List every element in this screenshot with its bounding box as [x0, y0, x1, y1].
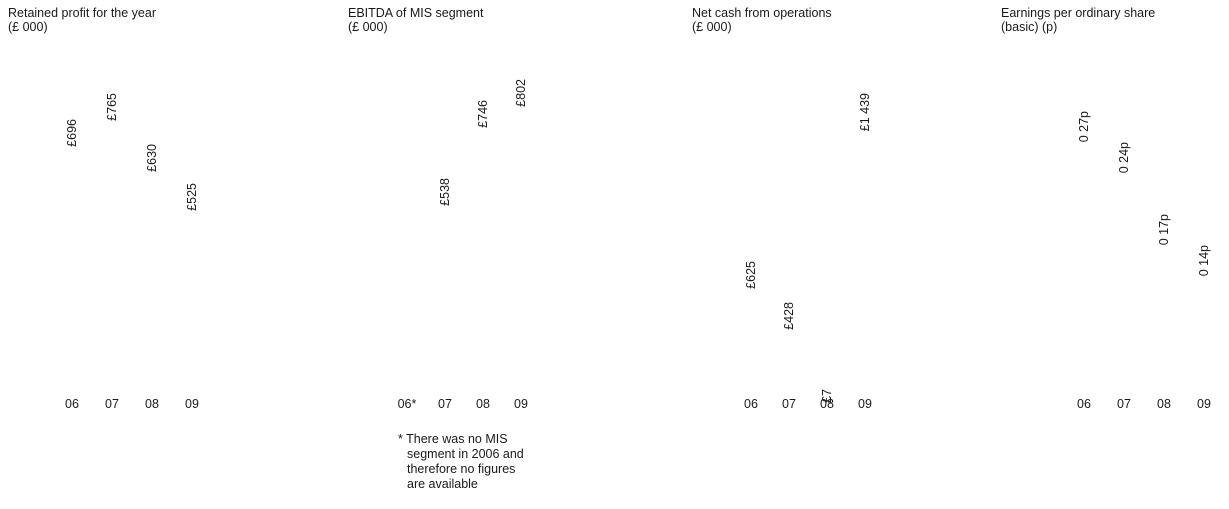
chart-title: Earnings per ordinary share (basic) (p)	[1001, 6, 1155, 34]
footnote-line-2: segment in 2006 and	[407, 447, 524, 461]
chart-title: Net cash from operations (£ 000)	[692, 6, 832, 34]
category-label: 09	[514, 397, 528, 411]
chart-title-line-1: Earnings per ordinary share	[1001, 6, 1156, 20]
category-label: 08	[1157, 397, 1171, 411]
chart-title: Retained profit for the year (£ 000)	[8, 6, 156, 34]
chart-title-line-1: Net cash from operations	[692, 6, 832, 20]
footnote-line-3: therefore no figures	[407, 462, 516, 476]
category-label: 07	[438, 397, 452, 411]
footnote-line-4: are available	[407, 477, 478, 491]
category-label: 06	[65, 397, 79, 411]
chart-title-line-2: (£ 000)	[8, 20, 48, 34]
category-label: 09	[185, 397, 199, 411]
chart-title-line-2: (basic) (p)	[1001, 20, 1058, 34]
chart-title-line-2: (£ 000)	[692, 20, 732, 34]
category-label: 07	[1117, 397, 1131, 411]
category-label: 08	[820, 397, 834, 411]
category-label: 06	[744, 397, 758, 411]
category-label: 06	[1077, 397, 1091, 411]
category-label: 08	[476, 397, 490, 411]
chart-eps: Earnings per ordinary share (basic) (p) …	[1001, 0, 1229, 509]
chart-title-line-1: EBITDA of MIS segment	[348, 6, 484, 20]
chart-net-cash: Net cash from operations (£ 000) 06 £625 0…	[692, 0, 922, 509]
chart-title: EBITDA of MIS segment (£ 000)	[348, 6, 483, 34]
category-label: 07	[782, 397, 796, 411]
chart-footnote: * There was no MIS segment in 2006 and t…	[398, 432, 524, 492]
chart-ebitda-mis: EBITDA of MIS segment (£ 000) * There wa…	[348, 0, 578, 509]
category-label: 06*	[397, 397, 417, 411]
category-label: 09	[858, 397, 872, 411]
category-label: 08	[145, 397, 159, 411]
chart-title-line-1: Retained profit for the year	[8, 6, 156, 20]
category-label: 09	[1197, 397, 1211, 411]
chart-retained-profit: Retained profit for the year (£ 000) 06 £…	[8, 0, 238, 509]
category-label: 07	[105, 397, 119, 411]
footnote-line-1: * There was no MIS	[398, 432, 508, 446]
chart-title-line-2: (£ 000)	[348, 20, 388, 34]
